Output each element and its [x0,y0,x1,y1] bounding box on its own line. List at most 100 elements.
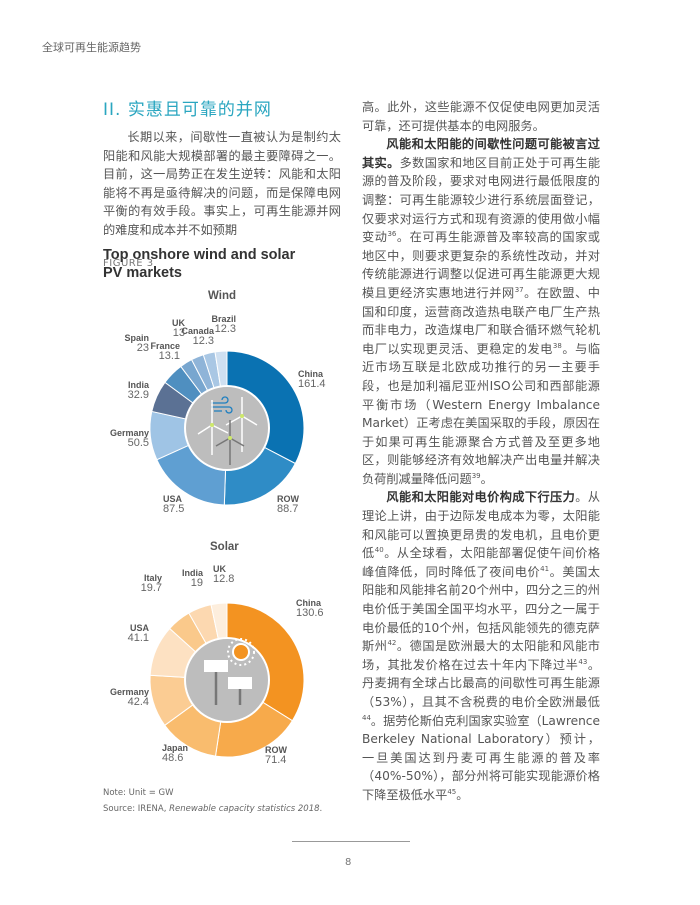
value-label: 13 [172,327,185,339]
label-row: ROW 88.7 [277,494,299,515]
text-span [240,414,244,418]
text-span: 。在欧盟、中国和印度，运营商改造热电联产电厂生产热而非电力，改造煤电厂和联合循环… [362,285,600,356]
value-label: 161.4 [298,378,326,390]
text-span: 45 [447,787,457,796]
category-label: USA [129,623,149,633]
text-span [211,396,233,414]
donut-center [184,637,270,723]
label-italy: Italy 19.7 [141,573,162,594]
text-span: 38 [552,341,562,350]
label-germany: Germany 50.5 [110,428,149,449]
wind-chart-title: Wind [208,290,236,302]
label-usa: USA 41.1 [128,623,149,644]
solar-panel-icon [204,638,255,705]
figure-note: Note: Unit = GW [103,788,174,798]
value-label: 41.1 [127,632,149,644]
category-label: Brazil [211,314,236,324]
text-span: 高。此外，这些能源不仅促使电网更加灵活可靠，还可提供基本的电网服务。 [362,100,600,133]
category-label: Germany [109,428,149,438]
value-label: 48.6 [162,752,184,764]
value-label: 71.4 [265,754,287,766]
solar-chart-title: Solar [210,541,239,553]
text-span [227,638,255,666]
running-header: 全球可再生能源趋势 [42,41,141,54]
value-label: 88.7 [277,503,299,515]
text-span: . [319,804,323,814]
right-column: 高。此外，这些能源不仅促使电网更加灵活可靠，还可提供基本的电网服务。 风能和太阳… [362,98,600,805]
value-label: 12.8 [213,573,235,585]
text-span: 36 [387,230,397,239]
paragraph: 高。此外，这些能源不仅促使电网更加灵活可靠，还可提供基本的电网服务。 [362,98,600,135]
text-span: 43 [578,657,588,666]
text-span: 多数国家和地区目前正处于可再生能源的普及阶段，要求对电网进行最低限度的调整：可再… [362,155,601,245]
category-label: India [127,380,149,390]
wind-donut [149,350,305,506]
value-label: 19.7 [140,582,162,594]
category-label: Japan [162,743,189,753]
text-span [241,415,258,426]
figure-label: FIGURE 3 [103,258,154,269]
value-label: 32.9 [127,389,149,401]
label-uk: UK 12.8 [213,564,234,585]
text-span: 。与临近市场互联是北欧成功推行的另一主要手段，也是加利福尼亚州ISO公司和西部能… [362,341,601,486]
label-canada: Canada 12.3 [181,326,214,347]
text-span: 。 [456,787,469,802]
text-span [229,437,245,447]
value-label: 12.3 [192,335,214,347]
text-span [210,423,214,427]
figure-source: Source: IRENA, Renewable capacity statis… [103,804,322,814]
label-china: China 161.4 [298,369,326,390]
figure-title-line: PV markets [103,265,182,281]
category-label: Italy [143,573,162,583]
text-span: 。从理论上讲，由于边际发电成本为零，太阳能和风能可以置换更昂贵的发电机，且电价更… [362,490,601,561]
value-label: 23 [136,342,149,354]
text-span: Renewable capacity statistics 2018 [169,804,320,814]
category-label: China [298,369,324,379]
label-france: France 13.1 [150,341,180,362]
paragraph: 风能和太阳能的间歇性问题可能被言过其实。多数国家和地区目前正处于可再生能源的普及… [362,135,600,488]
value-label: 19 [190,577,203,589]
section-heading: II. 实惠且可靠的并网 [103,100,272,120]
category-label: UK [172,318,185,328]
text-span [215,437,231,447]
label-spain: Spain 23 [124,333,149,354]
label-germany: Germany 42.4 [110,687,149,708]
text-span [232,643,250,661]
text-span: 。据劳伦斯伯克利国家实验室（Lawrence Berkeley National… [362,713,600,802]
text-span [228,677,252,689]
label-uk: UK 13 [172,318,185,339]
left-column: 长期以来，间歇性一直被认为是制约太阳能和风能大规模部署的最主要障碍之一。目前，这… [103,128,341,240]
category-label: Spain [124,333,149,343]
category-label: USA [163,494,183,504]
text-span: 。在可再生能源普及率较高的国家或地区中，则要求更复杂的系统性改动，并对传统能源进… [362,230,600,300]
value-label: 13.1 [158,350,180,362]
category-label: India [181,568,203,578]
value-label: 87.5 [163,503,185,515]
label-row: ROW 71.4 [265,745,287,766]
paragraph: 风能和太阳能对电价构成下行压力。从理论上讲，由于边际发电成本为零，太阳能和风能可… [362,488,600,804]
text-span: 风能和太阳能对电价构成下行压力 [386,490,576,505]
text-span [211,424,229,434]
solar-donut [149,602,305,758]
text-span: 44 [362,713,371,722]
text-span: 37 [514,285,524,294]
value-label: 42.4 [127,696,149,708]
label-usa: USA 87.5 [163,494,184,515]
text-span: Source: IRENA, [103,804,170,814]
donut-center [184,385,270,471]
category-label: ROW [265,745,287,755]
category-label: China [296,598,322,608]
text-span: 。德国是欧洲最大的太阳能和风能市场，其批发价格在过去十年内下降过半 [362,639,600,672]
text-span [228,436,232,440]
figure-title-line: Top onshore wind and solar [103,247,296,263]
figure-title: Top onshore wind and solar PV markets [103,246,295,282]
label-india: India 32.9 [128,380,149,401]
text-span: 。 [480,471,493,486]
label-china: China 130.6 [296,598,324,619]
category-label: UK [213,564,226,574]
wind-turbine-icon [197,396,258,465]
label-brazil: Brazil 12.3 [211,314,236,335]
category-label: Germany [109,687,149,697]
text-span [204,660,228,672]
